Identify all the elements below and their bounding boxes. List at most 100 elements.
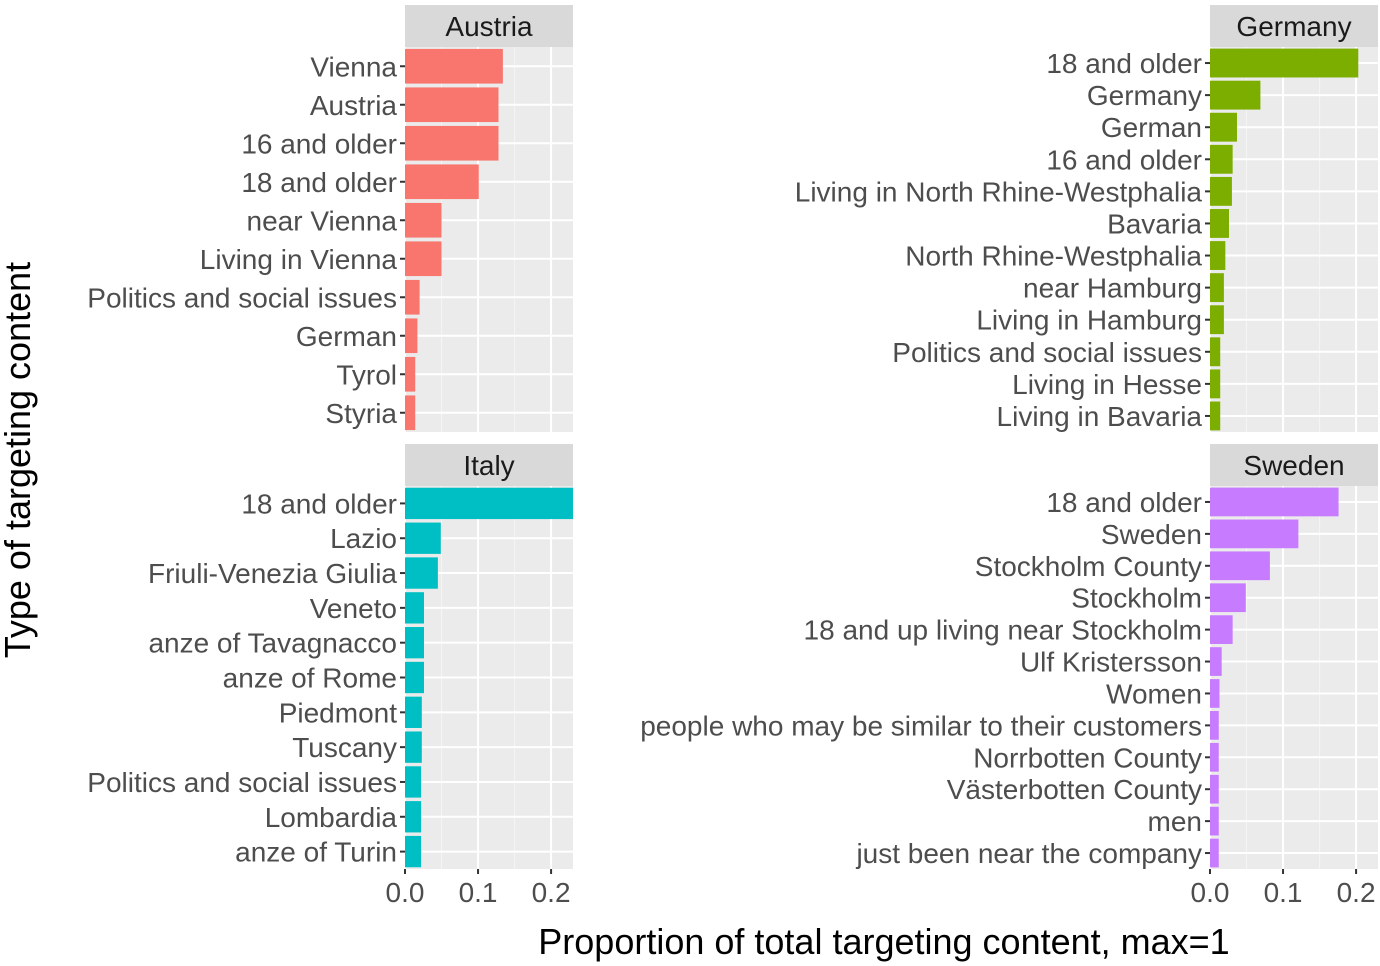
category-label: North Rhine-Westphalia xyxy=(905,241,1202,272)
category-label: near Hamburg xyxy=(1023,273,1202,304)
category-label: Austria xyxy=(310,90,398,121)
x-tick-label: 0.1 xyxy=(1264,877,1303,908)
panel-background xyxy=(1210,47,1378,432)
facet-strip xyxy=(405,5,573,47)
facet-strip xyxy=(1210,5,1378,47)
category-label: Living in Vienna xyxy=(200,244,398,275)
bar xyxy=(1210,487,1339,517)
bar xyxy=(1210,48,1359,78)
bar xyxy=(1210,742,1219,772)
bar xyxy=(405,522,441,554)
category-label: Styria xyxy=(325,398,397,429)
facet-strip xyxy=(1210,444,1378,486)
category-label: Lombardia xyxy=(265,802,398,833)
bar xyxy=(405,164,479,200)
category-label: Living in Hesse xyxy=(1012,369,1202,400)
category-label: 18 and older xyxy=(241,167,397,198)
panels: Austria Vienna Austria 16 and older 18 and o… xyxy=(87,5,1378,908)
bar xyxy=(405,487,573,520)
bar xyxy=(405,766,422,798)
bar xyxy=(1210,615,1233,644)
category-label: Living in North Rhine-Westphalia xyxy=(795,176,1203,207)
category-label: Ulf Kristersson xyxy=(1020,647,1202,678)
bar xyxy=(405,661,424,694)
x-tick-label: 0.2 xyxy=(532,877,571,908)
category-label: German xyxy=(1101,112,1202,143)
bar xyxy=(405,318,418,354)
bar xyxy=(1210,806,1219,836)
facet-strip xyxy=(405,444,573,486)
x-tick-label: 0.0 xyxy=(386,877,425,908)
bar xyxy=(1210,519,1299,549)
category-label: people who may be similar to their custo… xyxy=(640,710,1202,741)
category-label: Bavaria xyxy=(1107,208,1202,239)
bar xyxy=(1210,838,1219,868)
facet-strip-label: Germany xyxy=(1236,11,1351,42)
bar xyxy=(405,279,420,315)
category-label: 16 and older xyxy=(241,128,397,159)
bar xyxy=(405,87,499,123)
bar xyxy=(1210,305,1224,335)
bar xyxy=(405,125,499,161)
bar xyxy=(1210,80,1261,110)
category-label: Veneto xyxy=(310,593,397,624)
x-tick-label: 0.1 xyxy=(459,877,498,908)
category-label: 18 and older xyxy=(1046,48,1202,79)
category-label: anze of Rome xyxy=(223,663,397,694)
category-label: German xyxy=(296,321,397,352)
category-label: Tyrol xyxy=(336,359,397,390)
bar xyxy=(1210,711,1219,740)
panel-background xyxy=(1210,486,1378,869)
bar xyxy=(1210,679,1220,708)
bar xyxy=(1210,401,1221,431)
bar xyxy=(1210,583,1246,613)
category-label: 18 and older xyxy=(1046,487,1202,518)
bar xyxy=(405,202,442,238)
category-label: Living in Bavaria xyxy=(997,401,1203,432)
category-label: Living in Hamburg xyxy=(976,305,1202,336)
x-tick-label: 0.0 xyxy=(1191,877,1230,908)
category-label: Politics and social issues xyxy=(87,767,397,798)
bar xyxy=(1210,369,1221,399)
bar xyxy=(1210,774,1219,804)
category-label: Västerbotten County xyxy=(947,774,1202,805)
facet-strip-label: Sweden xyxy=(1243,450,1344,481)
bar xyxy=(405,592,424,624)
category-label: Piedmont xyxy=(279,697,398,728)
category-label: Tuscany xyxy=(292,732,397,763)
bar xyxy=(405,557,438,589)
bar xyxy=(1210,551,1270,581)
category-label: Germany xyxy=(1087,80,1202,111)
bar xyxy=(1210,337,1221,367)
facet-austria: Austria Vienna Austria 16 and older 18 and o… xyxy=(87,5,573,432)
bar xyxy=(1210,144,1233,174)
category-label: Vienna xyxy=(310,51,397,82)
bar xyxy=(405,835,422,868)
bar xyxy=(405,731,422,763)
x-tick-label: 0.2 xyxy=(1337,877,1376,908)
category-label: men xyxy=(1148,806,1202,837)
bar xyxy=(1210,647,1222,676)
x-axis-title: Proportion of total targeting content, m… xyxy=(538,921,1229,962)
bar xyxy=(405,801,422,833)
category-label: Lazio xyxy=(330,523,397,554)
bar xyxy=(405,627,424,659)
bar xyxy=(405,696,422,728)
facet-strip-label: Austria xyxy=(445,11,533,42)
category-label: anze of Turin xyxy=(235,837,397,868)
category-label: anze of Tavagnacco xyxy=(148,628,397,659)
category-label: Stockholm County xyxy=(975,551,1202,582)
category-label: Politics and social issues xyxy=(87,282,397,313)
facet-strip-label: Italy xyxy=(463,450,514,481)
bar xyxy=(405,241,442,277)
category-label: near Vienna xyxy=(247,205,398,236)
facet-italy: Italy 18 and older Lazio Friuli-Venezia Giu… xyxy=(87,444,573,908)
category-label: just been near the company xyxy=(855,838,1202,869)
bar xyxy=(405,48,503,84)
category-label: Norrbotten County xyxy=(973,742,1202,773)
category-label: Friuli-Venezia Giulia xyxy=(148,558,397,589)
category-label: Politics and social issues xyxy=(892,337,1202,368)
